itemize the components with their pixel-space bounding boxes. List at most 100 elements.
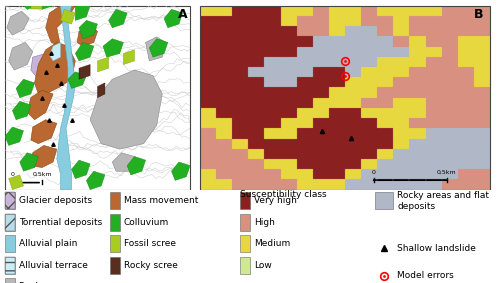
Bar xyxy=(216,16,232,26)
Bar xyxy=(361,128,377,138)
Bar xyxy=(458,77,474,87)
Bar xyxy=(200,87,216,98)
Bar xyxy=(200,149,216,159)
Text: Torrential deposits: Torrential deposits xyxy=(19,218,102,227)
Bar xyxy=(345,26,361,36)
Bar xyxy=(474,128,490,138)
Polygon shape xyxy=(50,42,60,61)
Bar xyxy=(345,159,361,169)
Bar xyxy=(394,149,409,159)
Bar xyxy=(264,46,280,57)
Bar xyxy=(410,46,426,57)
Bar xyxy=(474,16,490,26)
Bar xyxy=(329,108,345,118)
Bar xyxy=(474,149,490,159)
Bar xyxy=(313,77,329,87)
Bar xyxy=(200,46,216,57)
Bar xyxy=(329,67,345,77)
Bar xyxy=(442,118,458,128)
Bar xyxy=(232,67,248,77)
Bar xyxy=(361,118,377,128)
Bar xyxy=(264,57,280,67)
Bar xyxy=(296,46,313,57)
Polygon shape xyxy=(27,90,53,120)
Bar xyxy=(474,159,490,169)
Bar xyxy=(426,6,442,16)
Bar xyxy=(394,57,409,67)
Bar xyxy=(426,128,442,138)
Bar xyxy=(394,169,409,179)
Bar xyxy=(264,179,280,190)
Bar xyxy=(313,36,329,46)
Bar xyxy=(474,36,490,46)
Bar xyxy=(200,6,216,16)
Bar xyxy=(410,57,426,67)
Bar xyxy=(296,108,313,118)
Bar xyxy=(345,6,361,16)
Bar xyxy=(232,179,248,190)
Bar xyxy=(458,159,474,169)
Bar xyxy=(5,235,15,252)
Bar xyxy=(232,108,248,118)
Bar xyxy=(232,128,248,138)
Bar xyxy=(200,67,216,77)
Bar xyxy=(458,169,474,179)
Bar xyxy=(410,98,426,108)
Bar xyxy=(361,67,377,77)
Bar xyxy=(248,169,264,179)
Bar xyxy=(280,16,296,26)
Bar xyxy=(296,98,313,108)
Bar xyxy=(200,26,216,36)
Bar xyxy=(345,57,361,67)
Text: B: B xyxy=(474,8,483,21)
Bar xyxy=(200,179,216,190)
Bar xyxy=(426,67,442,77)
Text: Glacier deposits: Glacier deposits xyxy=(19,196,92,205)
Bar xyxy=(474,46,490,57)
Bar xyxy=(248,108,264,118)
Bar xyxy=(377,87,394,98)
Bar xyxy=(474,179,490,190)
Bar xyxy=(232,118,248,128)
Bar xyxy=(474,128,490,138)
Bar xyxy=(458,118,474,128)
Bar xyxy=(216,98,232,108)
Bar xyxy=(216,118,232,128)
Bar xyxy=(458,179,474,190)
Bar xyxy=(394,77,409,87)
Bar xyxy=(394,67,409,77)
Polygon shape xyxy=(150,39,168,57)
Bar xyxy=(200,138,216,149)
Bar xyxy=(232,46,248,57)
Bar xyxy=(313,179,329,190)
Bar xyxy=(240,192,250,209)
Bar xyxy=(232,57,248,67)
Bar xyxy=(458,57,474,67)
Bar xyxy=(394,46,409,57)
Text: Model errors: Model errors xyxy=(397,271,454,280)
Bar xyxy=(280,149,296,159)
Bar xyxy=(329,46,345,57)
Bar xyxy=(442,87,458,98)
Bar xyxy=(216,138,232,149)
Bar xyxy=(200,149,216,159)
Text: Very high: Very high xyxy=(254,196,297,205)
Bar xyxy=(296,77,313,87)
Bar xyxy=(264,179,280,190)
Bar xyxy=(345,98,361,108)
Bar xyxy=(329,57,345,67)
Bar xyxy=(216,149,232,159)
Bar xyxy=(216,36,232,46)
Bar xyxy=(458,169,474,179)
Bar xyxy=(329,6,345,16)
Bar xyxy=(110,214,120,231)
Bar xyxy=(264,169,280,179)
Bar xyxy=(458,179,474,190)
Bar xyxy=(313,67,329,77)
Bar xyxy=(474,36,490,46)
Bar xyxy=(426,77,442,87)
Bar xyxy=(248,98,264,108)
Bar xyxy=(200,118,216,128)
Bar xyxy=(216,46,232,57)
Polygon shape xyxy=(31,53,53,79)
